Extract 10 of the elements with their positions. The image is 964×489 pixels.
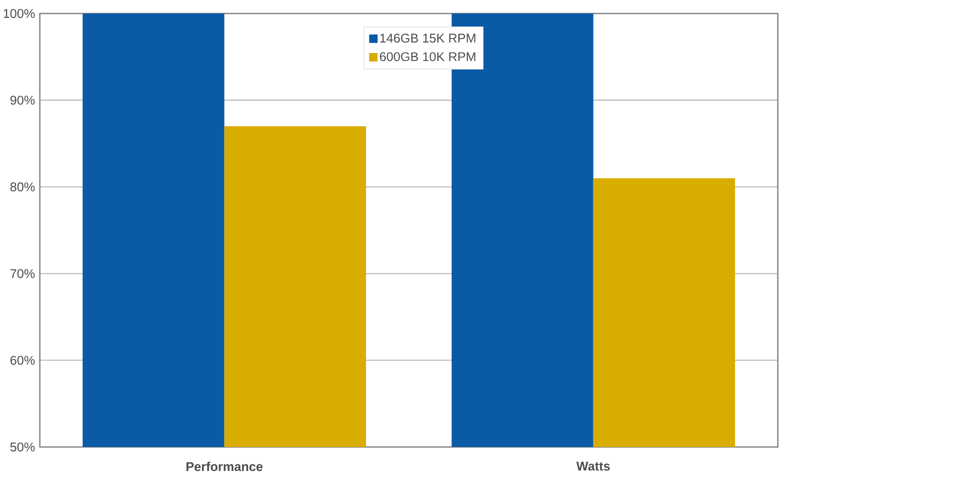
legend-label: 146GB 15K RPM — [380, 34, 476, 43]
y-tick-label: 90% — [10, 96, 35, 105]
y-tick-label: 70% — [10, 269, 35, 278]
y-tick-label: 50% — [10, 442, 35, 452]
legend-label: 600GB 10K RPM — [380, 52, 476, 62]
y-tick-label: 100% — [4, 8, 35, 18]
y-tick-label: 80% — [10, 182, 35, 192]
x-tick-label: Watts — [576, 462, 610, 471]
x-tick-label: Performance — [186, 462, 263, 471]
y-tick-label: 60% — [10, 356, 35, 365]
